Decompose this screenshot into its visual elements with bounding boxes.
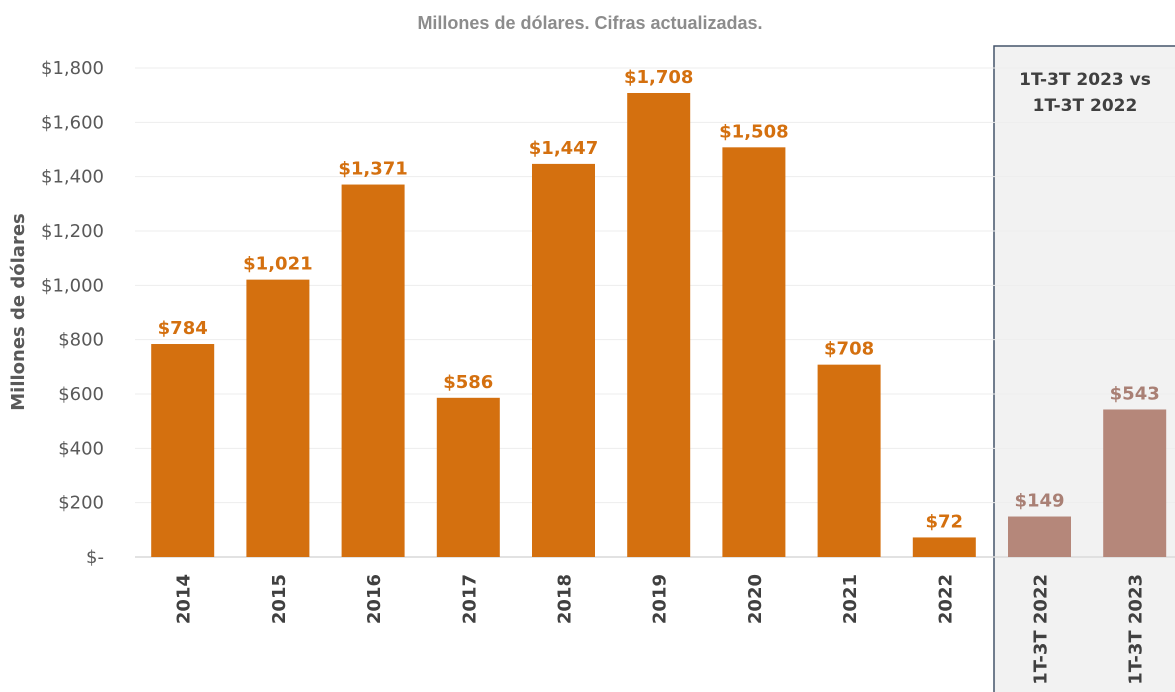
- y-tick-label: $1,800: [41, 58, 104, 79]
- y-tick-label: $1,000: [41, 275, 104, 296]
- bars: [151, 92, 1167, 558]
- bar-2016: [341, 184, 405, 558]
- y-tick-label: $1,200: [41, 221, 104, 242]
- chart-title: Millones de dólares. Cifras actualizadas…: [417, 13, 762, 33]
- data-label: $72: [926, 511, 964, 532]
- bar-1t-3t-2023: [1103, 409, 1167, 557]
- x-tick-label: 2019: [650, 574, 671, 624]
- data-label: $149: [1014, 491, 1064, 512]
- x-tick-label: 2022: [935, 574, 956, 624]
- y-axis-label: Millones de dólares: [8, 213, 29, 411]
- data-label: $708: [824, 339, 874, 360]
- data-label: $1,508: [719, 121, 788, 142]
- y-tick-label: $800: [58, 330, 104, 351]
- comparison-panel: 1T-3T 2023 vs 1T-3T 2022: [993, 45, 1175, 692]
- data-label: $1,447: [529, 138, 598, 159]
- y-tick-label: $1,600: [41, 112, 104, 133]
- bar-2020: [722, 147, 786, 557]
- x-axis-ticks: 2014 2015 2016 2017 2018 2019 2020 2021 2022 1T-3…: [174, 574, 1147, 685]
- y-tick-label: $400: [58, 438, 104, 459]
- bar-2021: [817, 364, 881, 557]
- bar-2018: [532, 163, 595, 558]
- data-label: $1,708: [624, 67, 693, 88]
- bar-2014: [151, 344, 215, 557]
- data-label: $543: [1110, 383, 1160, 404]
- x-tick-label: 2018: [555, 574, 576, 624]
- y-tick-label: $1,400: [41, 167, 104, 188]
- comparison-panel-title-line-1: 1T-3T 2023 vs: [1019, 70, 1151, 90]
- x-tick-label: 2020: [745, 574, 766, 624]
- x-tick-label: 2021: [840, 574, 861, 624]
- y-tick-label: $200: [58, 493, 104, 514]
- comparison-panel-background: [993, 45, 1175, 692]
- data-label: $784: [158, 318, 208, 339]
- data-label: $1,371: [338, 159, 407, 180]
- bar-2022: [912, 537, 976, 557]
- y-tick-label: $600: [58, 384, 104, 405]
- bar-2019: [627, 92, 691, 557]
- x-tick-label: 2016: [364, 574, 385, 624]
- x-tick-label: 2017: [459, 574, 480, 624]
- data-label: $586: [443, 372, 493, 393]
- x-tick-label: 1T-3T 2023: [1126, 574, 1147, 685]
- bar-2017: [436, 397, 500, 557]
- bar-1t-3t-2022: [1008, 516, 1071, 557]
- x-tick-label: 1T-3T 2022: [1031, 574, 1052, 685]
- bar-2015: [246, 279, 310, 557]
- comparison-panel-title-line-2: 1T-3T 2022: [1033, 96, 1138, 116]
- x-tick-label: 2014: [174, 574, 195, 624]
- y-tick-label: $-: [86, 547, 104, 568]
- data-labels: $784 $1,021 $1,371 $586 $1,447 $1,708 $1,508 $7…: [158, 67, 1160, 532]
- x-tick-label: 2015: [269, 574, 290, 624]
- y-axis-ticks: $- $200 $400 $600 $800 $1,000 $1,200 $1,400 $1,6…: [41, 58, 104, 568]
- data-label: $1,021: [243, 254, 312, 275]
